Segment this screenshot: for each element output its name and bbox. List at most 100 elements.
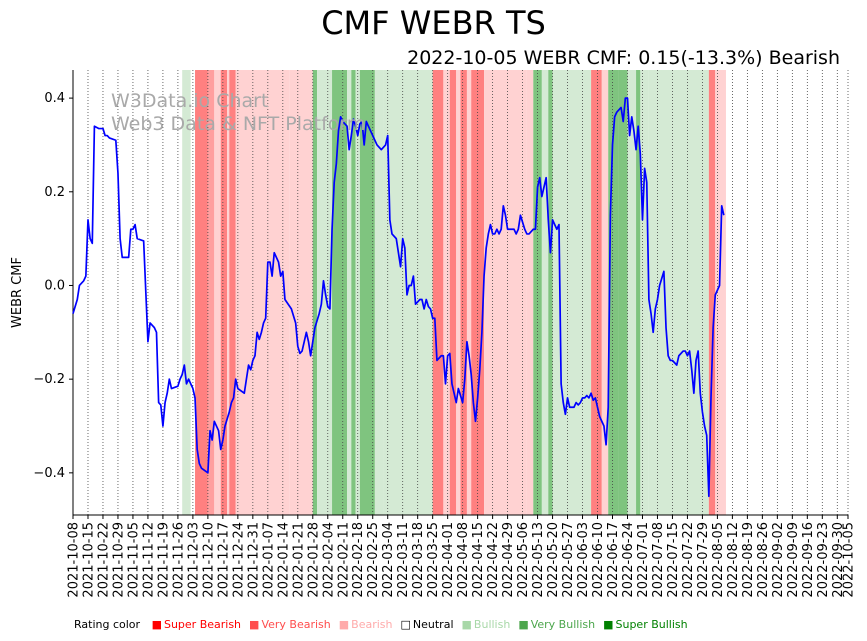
rating-band [552,70,559,515]
x-tick-label: 2022-05-27 [561,522,576,598]
legend-item-label: Very Bearish [261,618,331,631]
x-tick-label: 2022-09-23 [816,522,831,598]
x-tick-label: 2021-12-10 [201,522,216,598]
x-tick-label: 2022-04-29 [501,522,516,598]
rating-band [591,70,602,515]
x-tick-label: 2022-07-22 [681,522,696,598]
x-tick-label: 2022-02-18 [351,522,366,598]
legend-swatch: ■ [249,618,260,631]
x-tick-label: 2021-12-24 [231,522,246,598]
legend-swatch: ■ [603,618,614,631]
rating-band [466,70,472,515]
x-tick-label: 2022-10-05 [842,522,857,598]
legend-item: ■ Bullish [462,618,511,631]
x-tick-label: 2021-11-12 [141,522,156,598]
y-tick-label: 0.2 [44,185,65,200]
legend-swatch: ■ [338,618,350,631]
x-tick-label: 2021-11-19 [156,522,171,598]
x-tick-label: 2022-06-10 [591,522,606,598]
rating-band [351,70,356,515]
x-tick-label: 2022-05-13 [531,522,546,598]
y-tick-label: 0.0 [44,278,65,293]
x-tick-label: 2022-06-17 [606,522,621,598]
x-tick-label: 2022-05-06 [516,522,531,598]
rating-band [289,70,313,515]
legend-swatch: ■ [151,618,162,631]
legend-item-label: Super Bearish [163,618,242,631]
legend-item: □ Neutral [401,618,454,631]
x-tick-label: 2021-10-29 [111,522,126,598]
rating-legend: Rating color ■ Super Bearish ■ Very Bearish… [74,618,696,631]
rating-band [347,70,352,515]
rating-band [449,70,457,515]
x-tick-label: 2022-04-01 [441,522,456,598]
rating-band [227,70,230,515]
x-tick-label: 2022-09-16 [801,522,816,598]
legend-item: ■ Very Bearish [249,618,331,631]
rating-band [708,70,716,515]
x-tick-label: 2021-11-26 [171,522,186,598]
x-tick-label: 2022-02-04 [321,522,336,598]
x-tick-label: 2022-07-08 [651,522,666,598]
legend-item-label: Neutral [412,618,454,631]
legend-item-label: Very Bullish [530,618,596,631]
x-tick-label: 2022-03-04 [381,522,396,598]
x-tick-label: 2022-04-08 [456,522,471,598]
legend-item-label: Super Bullish [615,618,688,631]
rating-band [359,70,375,515]
rating-band [484,70,527,515]
x-tick-label: 2022-06-03 [576,522,591,598]
x-tick-label: 2022-09-09 [786,522,801,598]
rating-band [195,70,208,515]
y-tick-label: −0.2 [33,372,65,387]
rating-band [312,70,318,515]
x-tick-label: 2021-10-22 [96,522,111,598]
legend-swatch: ■ [461,618,472,631]
x-tick-label: 2022-05-20 [546,522,561,598]
rating-band [182,70,191,515]
x-tick-label: 2022-06-24 [621,522,636,598]
x-tick-label: 2021-10-08 [67,522,82,598]
chart-subtitle: 2022-10-05 WEBR CMF: 0.15(-13.3%) Bearis… [407,47,840,69]
rating-band [332,70,348,515]
legend-swatch: ■ [518,618,529,631]
x-tick-label: 2022-08-12 [726,522,741,598]
x-tick-label: 2022-02-25 [366,522,381,598]
rating-band [220,70,228,515]
x-tick-label: 2022-01-07 [261,522,276,598]
rating-band [640,70,649,515]
rating-band [456,70,461,515]
y-tick-label: −0.4 [33,466,65,481]
rating-band [432,70,444,515]
rating-band [460,70,467,515]
x-tick-label: 2022-04-15 [471,522,486,598]
y-tick-label: 0.4 [44,91,65,106]
x-tick-label: 2022-09-30 [831,522,846,598]
legend-swatch: □ [400,618,411,631]
rating-band [207,70,215,515]
x-tick-label: 2021-12-17 [216,522,231,598]
x-tick-label: 2022-03-18 [411,522,426,598]
legend-item: ■ Super Bearish [152,618,241,631]
x-tick-label: 2022-01-21 [291,522,306,598]
rating-band [526,70,534,515]
rating-band [627,70,637,515]
x-tick-label: 2022-04-22 [486,522,501,598]
x-tick-label: 2022-08-26 [756,522,771,598]
x-tick-label: 2022-08-05 [711,522,726,598]
legend-item: ■ Bearish [339,618,393,631]
rating-band [548,70,553,515]
rating-band [715,70,726,515]
rating-band [443,70,450,515]
x-tick-label: 2022-02-11 [336,522,351,598]
legend-label: Rating color [74,618,141,631]
legend-item-label: Bullish [473,618,511,631]
x-tick-label: 2022-07-01 [636,522,651,598]
rating-band [558,70,574,515]
x-tick-label: 2022-01-14 [276,522,291,598]
cmf-series-line [72,97,725,498]
rating-band [214,70,221,515]
x-tick-label: 2022-03-25 [426,522,441,598]
rating-band [235,70,290,515]
